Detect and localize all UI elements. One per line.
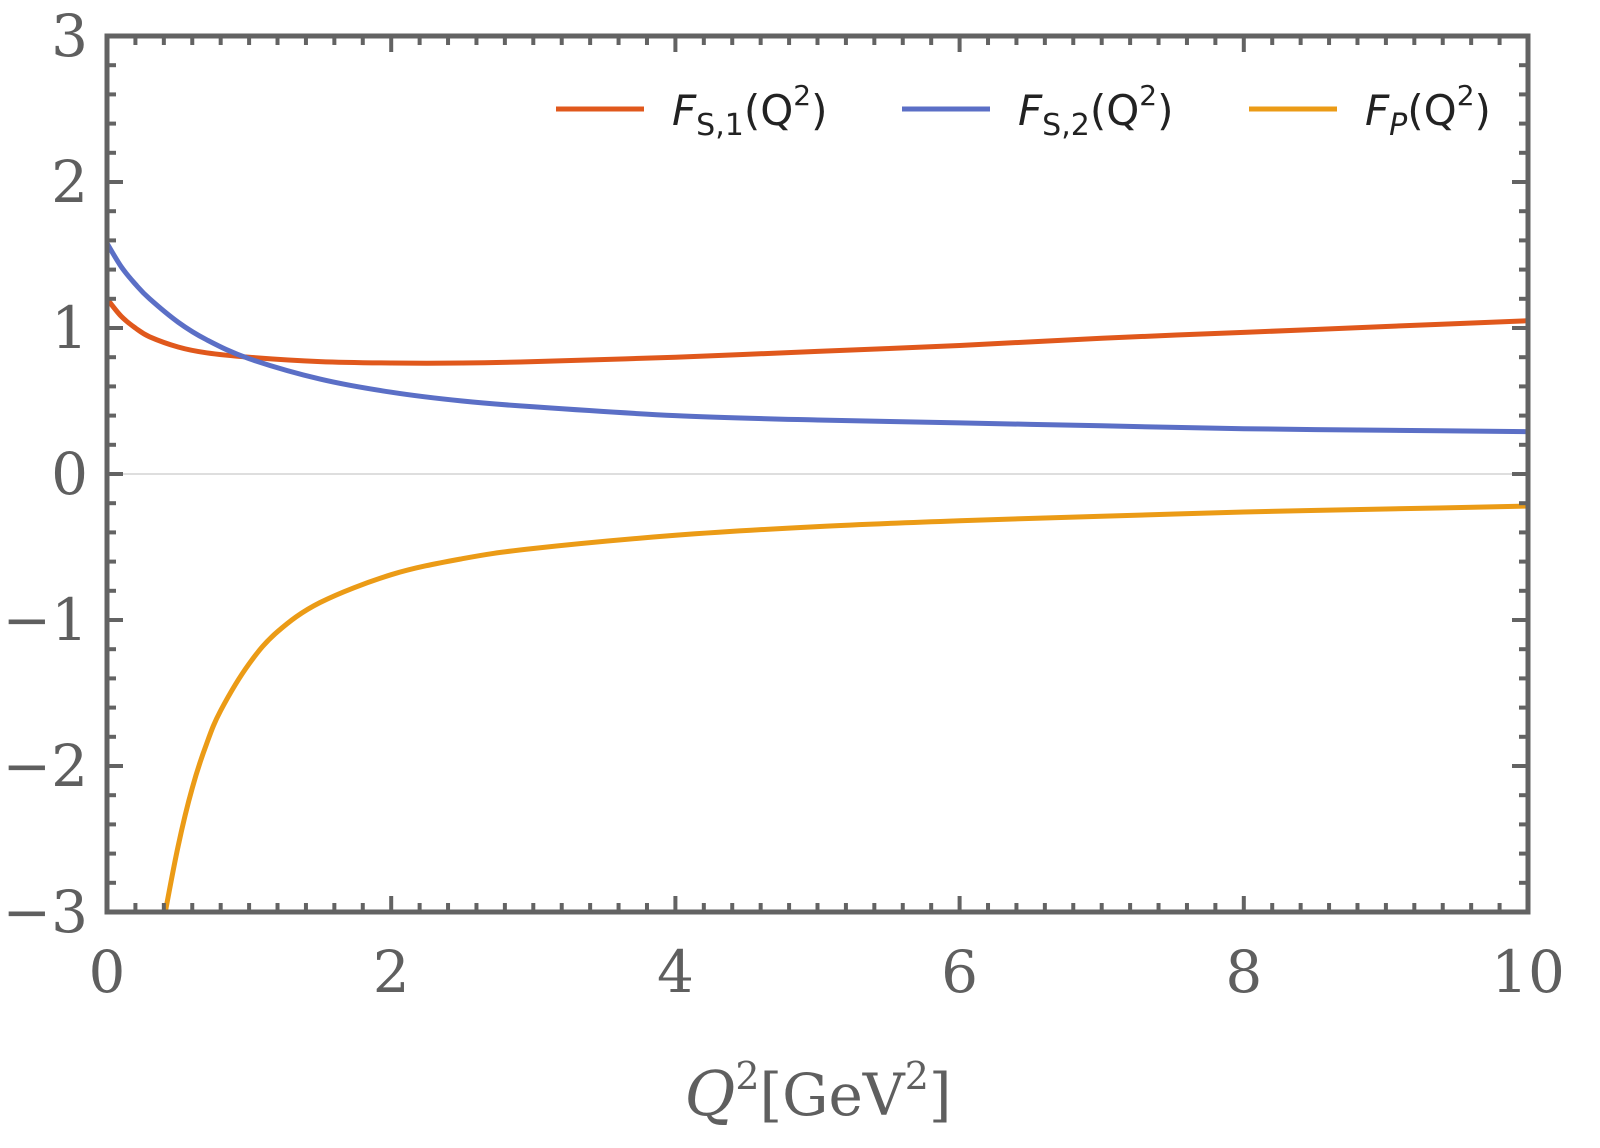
x-tick-label: 0 xyxy=(89,938,126,1006)
series-fs1-line xyxy=(105,297,1529,366)
x-tick-label: 10 xyxy=(1491,938,1565,1006)
legend-label-fs2: FS,2(Q2) xyxy=(1018,79,1174,143)
y-tick-label: −1 xyxy=(3,586,89,654)
legend-label-fs2-arg: (Q xyxy=(1090,86,1139,135)
legend-label-fs2-main: F xyxy=(1018,86,1043,135)
legend: FS,1(Q2) FS,2(Q2) FP(Q2) xyxy=(556,79,1491,143)
legend-item-fp: FP(Q2) xyxy=(1249,79,1491,143)
ticks-layer xyxy=(107,36,1528,912)
y-tick-label: 3 xyxy=(51,2,88,70)
legend-label-fp-close: ) xyxy=(1475,86,1491,135)
legend-label-fs2-sup: 2 xyxy=(1139,79,1157,112)
x-axis-title-sup1: 2 xyxy=(735,1054,759,1098)
y-tick-label: 1 xyxy=(51,294,88,362)
y-tick-label: −2 xyxy=(3,732,89,800)
x-tick-label: 4 xyxy=(657,938,694,1006)
legend-label-fs1-close: ) xyxy=(811,86,827,135)
x-tick-label: 2 xyxy=(373,938,410,1006)
series-layer xyxy=(104,241,1529,913)
legend-label-fs1: FS,1(Q2) xyxy=(672,79,828,143)
legend-label-fs1-main: F xyxy=(672,86,697,135)
legend-label-fs1-sup: 2 xyxy=(793,79,811,112)
x-tick-label: 6 xyxy=(941,938,978,1006)
x-axis-title-close: ] xyxy=(929,1061,952,1129)
legend-item-fs1: FS,1(Q2) xyxy=(556,79,828,143)
legend-label-fp-sup: 2 xyxy=(1457,79,1475,112)
x-axis-title-var: Q xyxy=(684,1057,735,1130)
legend-label-fs2-sub: S,2 xyxy=(1042,108,1090,143)
legend-label-fp: FP(Q2) xyxy=(1365,79,1491,143)
legend-label-fp-sub: P xyxy=(1389,108,1408,143)
legend-label-fs1-sub: S,1 xyxy=(696,108,744,143)
legend-label-fs1-arg: (Q xyxy=(744,86,793,135)
x-axis-title: Q2[GeV2] xyxy=(684,1054,951,1130)
y-tick-label: 2 xyxy=(51,148,88,216)
legend-label-fs2-close: ) xyxy=(1157,86,1173,135)
x-tick-label: 8 xyxy=(1225,938,1262,1006)
series-fp-line xyxy=(162,503,1529,913)
y-tick-label: −3 xyxy=(3,878,89,946)
legend-item-fs2: FS,2(Q2) xyxy=(902,79,1174,143)
x-axis-title-sup2: 2 xyxy=(905,1054,929,1098)
legend-label-fp-arg: (Q xyxy=(1407,86,1456,135)
legend-label-fp-main: F xyxy=(1365,86,1390,135)
x-axis-title-unit: [GeV xyxy=(760,1061,906,1129)
series-fs2-line xyxy=(104,241,1529,435)
y-tick-label: 0 xyxy=(51,440,88,508)
